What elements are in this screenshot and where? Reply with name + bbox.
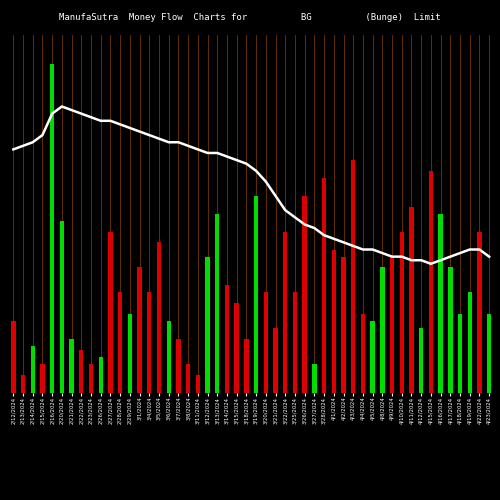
Bar — [293, 292, 297, 392]
Bar — [128, 314, 132, 392]
Bar — [215, 214, 220, 392]
Bar — [108, 232, 112, 392]
Bar — [206, 256, 210, 392]
Bar — [380, 268, 384, 392]
Bar — [118, 292, 122, 392]
Bar — [332, 250, 336, 392]
Bar — [428, 171, 433, 392]
Bar — [478, 232, 482, 392]
Bar — [234, 303, 239, 392]
Bar — [98, 357, 103, 392]
Bar — [438, 214, 443, 392]
Text: ManufaSutra  Money Flow  Charts for          BG          (Bunge)  Limit: ManufaSutra Money Flow Charts for BG (Bu… — [59, 12, 441, 22]
Bar — [147, 292, 152, 392]
Bar — [186, 364, 190, 392]
Bar — [400, 232, 404, 392]
Bar — [458, 314, 462, 392]
Bar — [342, 256, 345, 392]
Bar — [274, 328, 278, 392]
Bar — [410, 206, 414, 392]
Bar — [283, 232, 288, 392]
Bar — [40, 364, 44, 392]
Bar — [21, 374, 25, 392]
Bar — [370, 321, 375, 392]
Bar — [312, 364, 316, 392]
Bar — [79, 350, 84, 393]
Bar — [50, 64, 54, 392]
Bar — [225, 285, 229, 393]
Bar — [11, 321, 16, 392]
Bar — [254, 196, 258, 392]
Bar — [264, 292, 268, 392]
Bar — [89, 364, 93, 392]
Bar — [322, 178, 326, 392]
Bar — [419, 328, 424, 392]
Bar — [487, 314, 492, 392]
Bar — [176, 339, 180, 392]
Bar — [390, 256, 394, 392]
Bar — [60, 221, 64, 392]
Bar — [448, 268, 452, 392]
Bar — [30, 346, 35, 393]
Bar — [468, 292, 472, 392]
Bar — [166, 321, 171, 392]
Bar — [138, 268, 142, 392]
Bar — [157, 242, 161, 392]
Bar — [70, 339, 74, 392]
Bar — [351, 160, 356, 392]
Bar — [244, 339, 248, 392]
Bar — [302, 196, 307, 392]
Bar — [196, 374, 200, 392]
Bar — [360, 314, 365, 392]
